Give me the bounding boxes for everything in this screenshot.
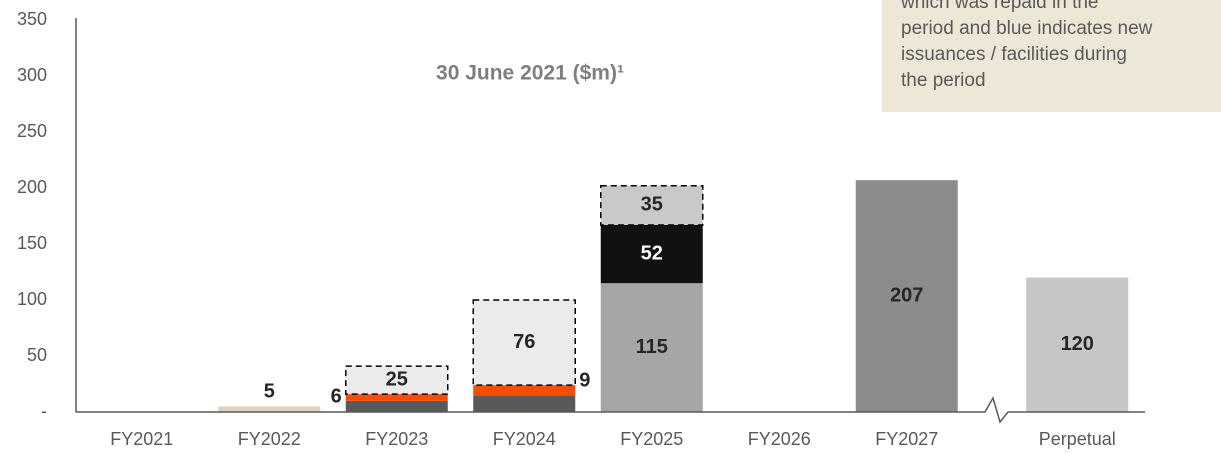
data-label: 25 — [386, 368, 408, 390]
bar-segment — [345, 365, 449, 395]
bar-segment — [472, 299, 576, 386]
y-tick-label: 250 — [17, 121, 47, 141]
bar-segment — [600, 283, 703, 412]
note-line: period and blue indicates new — [901, 18, 1153, 39]
note-line: which was repaid in the — [900, 0, 1099, 13]
bar-segment — [345, 394, 448, 401]
note-line: issuances / facilities during — [901, 44, 1127, 65]
y-tick-label: 200 — [17, 177, 47, 197]
y-tick-label: 350 — [17, 9, 47, 29]
data-label: 120 — [1061, 333, 1094, 355]
data-label: 5 — [264, 381, 275, 403]
x-tick-label: FY2023 — [365, 429, 428, 449]
x-tick-label: FY2021 — [110, 429, 173, 449]
y-tick-label: 150 — [17, 233, 47, 253]
bar-segment — [600, 224, 703, 284]
data-label: 52 — [641, 242, 663, 264]
bar-segment — [473, 385, 576, 396]
y-tick-label: 300 — [17, 65, 47, 85]
note-line: the period — [901, 70, 986, 91]
x-axis — [76, 396, 1145, 424]
note-box — [882, 0, 1221, 112]
chart-title: 30 June 2021 ($m)¹ — [436, 62, 624, 85]
bar-segment — [1026, 277, 1129, 412]
x-tick-label: FY2026 — [748, 429, 811, 449]
x-tick-label: FY2027 — [875, 429, 938, 449]
x-tick-label: FY2022 — [238, 429, 301, 449]
bar-segment — [855, 180, 958, 412]
y-tick-label: - — [41, 401, 47, 421]
bar-segment — [600, 185, 704, 226]
y-tick-label: 50 — [27, 345, 47, 365]
data-label: 76 — [513, 331, 535, 353]
data-label: 6 — [331, 386, 342, 408]
data-label: 115 — [636, 336, 668, 358]
data-label: 9 — [579, 369, 590, 391]
x-tick-label: FY2024 — [493, 429, 556, 449]
x-tick-label: Perpetual — [1039, 429, 1116, 449]
data-label: 35 — [641, 194, 663, 216]
bar-segment — [218, 406, 321, 412]
bar-segment — [345, 400, 448, 412]
x-tick-label: FY2025 — [620, 429, 683, 449]
data-label: 207 — [890, 284, 923, 306]
y-tick-label: 100 — [17, 289, 47, 309]
bar-segment — [473, 395, 576, 412]
